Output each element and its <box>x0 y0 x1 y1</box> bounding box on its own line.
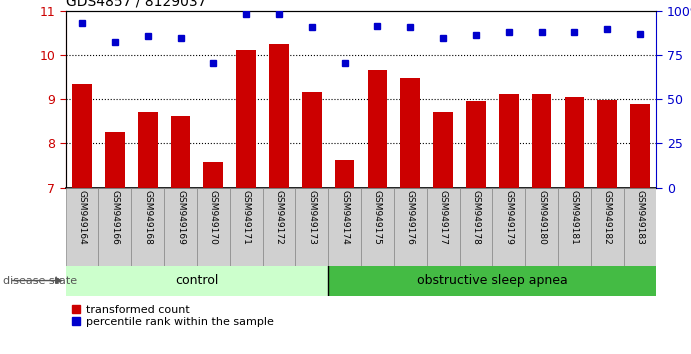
Legend: transformed count, percentile rank within the sample: transformed count, percentile rank withi… <box>71 305 274 327</box>
Text: obstructive sleep apnea: obstructive sleep apnea <box>417 274 568 287</box>
Bar <box>591 188 623 266</box>
Bar <box>66 188 98 266</box>
Text: GSM949174: GSM949174 <box>340 190 349 245</box>
Text: GSM949179: GSM949179 <box>504 190 513 245</box>
Text: GSM949178: GSM949178 <box>471 190 480 245</box>
Text: GSM949183: GSM949183 <box>636 190 645 245</box>
Bar <box>361 188 394 266</box>
Text: GSM949182: GSM949182 <box>603 190 612 245</box>
Text: GSM949168: GSM949168 <box>143 190 152 245</box>
Bar <box>433 112 453 188</box>
Text: GSM949164: GSM949164 <box>77 190 86 245</box>
Bar <box>138 112 158 188</box>
Bar <box>328 188 361 266</box>
Bar <box>295 188 328 266</box>
Bar <box>597 100 617 188</box>
Bar <box>197 188 229 266</box>
Bar <box>171 116 190 188</box>
Text: GSM949180: GSM949180 <box>537 190 546 245</box>
Text: GSM949175: GSM949175 <box>373 190 382 245</box>
Text: GSM949169: GSM949169 <box>176 190 185 245</box>
Bar <box>229 188 263 266</box>
Text: GSM949176: GSM949176 <box>406 190 415 245</box>
Bar <box>394 188 426 266</box>
Bar <box>164 188 197 266</box>
Bar <box>328 266 673 296</box>
Bar <box>531 94 551 188</box>
Text: GSM949172: GSM949172 <box>274 190 283 245</box>
Bar <box>203 162 223 188</box>
Bar <box>302 92 321 188</box>
Text: GSM949177: GSM949177 <box>439 190 448 245</box>
Bar <box>105 132 124 188</box>
Text: GSM949171: GSM949171 <box>242 190 251 245</box>
Text: control: control <box>176 274 218 287</box>
Bar <box>72 84 92 188</box>
Bar <box>426 188 460 266</box>
Text: GSM949173: GSM949173 <box>307 190 316 245</box>
Text: GDS4857 / 8129037: GDS4857 / 8129037 <box>66 0 206 8</box>
Text: GSM949166: GSM949166 <box>111 190 120 245</box>
Bar <box>623 188 656 266</box>
Bar <box>460 188 492 266</box>
Bar <box>492 188 525 266</box>
Bar <box>565 97 584 188</box>
Text: GSM949181: GSM949181 <box>570 190 579 245</box>
Bar <box>630 104 650 188</box>
Bar <box>263 188 295 266</box>
Bar <box>400 78 420 188</box>
Bar <box>98 188 131 266</box>
Bar <box>499 94 518 188</box>
Bar <box>131 188 164 266</box>
Bar <box>525 188 558 266</box>
Bar <box>558 188 591 266</box>
Text: disease state: disease state <box>3 275 77 286</box>
Bar <box>466 101 486 188</box>
Bar <box>269 44 289 188</box>
Bar <box>236 50 256 188</box>
Bar <box>66 266 328 296</box>
Bar <box>334 160 354 188</box>
Bar <box>368 70 387 188</box>
Text: GSM949170: GSM949170 <box>209 190 218 245</box>
